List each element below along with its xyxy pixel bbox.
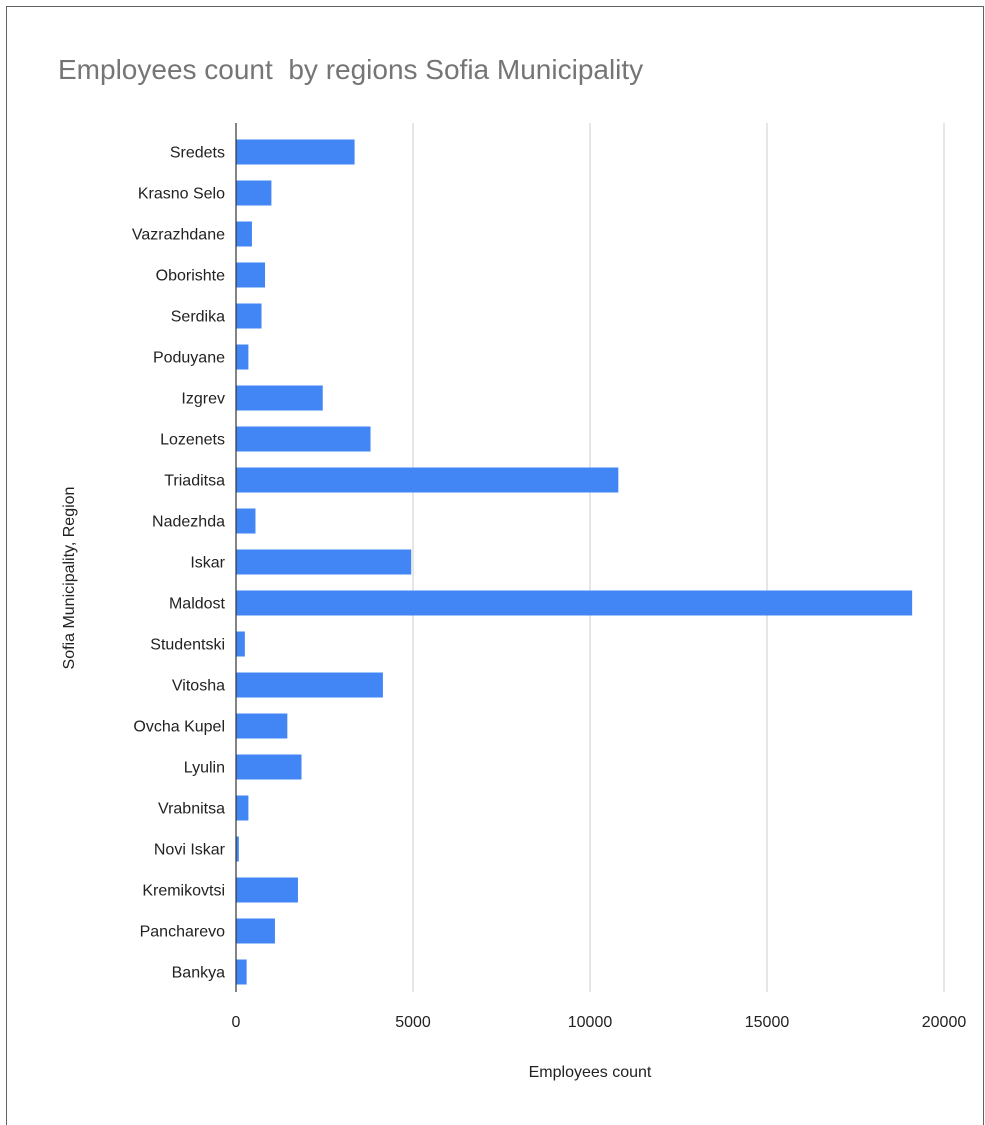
bar[interactable] xyxy=(236,672,383,698)
bar[interactable] xyxy=(236,139,355,165)
gridlines xyxy=(412,123,945,992)
x-tick-label: 20000 xyxy=(922,1014,967,1031)
bar[interactable] xyxy=(236,959,247,985)
category-label: Pancharevo xyxy=(140,924,225,941)
chart-frame xyxy=(6,6,984,1125)
category-labels: Sredets Krasno Selo Vazrazhdane Oborishte Se… xyxy=(132,145,226,982)
x-axis-title: Employees count xyxy=(529,1064,652,1081)
bar[interactable] xyxy=(236,180,272,206)
category-label: Oborishte xyxy=(156,268,225,285)
category-label: Poduyane xyxy=(153,350,225,367)
category-label: Iskar xyxy=(190,555,225,572)
bar[interactable] xyxy=(236,508,256,534)
bar[interactable] xyxy=(236,262,266,288)
bar[interactable] xyxy=(236,877,298,903)
bar[interactable] xyxy=(236,426,371,452)
category-label: Studentski xyxy=(150,637,225,654)
x-tick-label: 5000 xyxy=(395,1014,431,1031)
category-label: Serdika xyxy=(171,309,225,326)
category-label: Vrabnitsa xyxy=(158,801,225,818)
category-label: Vitosha xyxy=(172,678,225,695)
bar[interactable] xyxy=(236,344,249,370)
category-label: Sredets xyxy=(170,145,225,162)
bar[interactable] xyxy=(236,795,249,821)
category-label: Nadezhda xyxy=(152,514,225,531)
category-label: Izgrev xyxy=(181,391,225,408)
category-label: Kremikovtsi xyxy=(142,883,225,900)
bar[interactable] xyxy=(236,221,252,247)
bar[interactable] xyxy=(236,303,262,329)
bar[interactable] xyxy=(236,467,619,493)
category-label: Vazrazhdane xyxy=(132,227,225,244)
bars xyxy=(236,139,913,985)
category-label: Ovcha Kupel xyxy=(133,719,225,736)
x-tick-labels: 0 5000 10000 15000 20000 xyxy=(232,1014,967,1031)
chart-title: Employees count by regions Sofia Municip… xyxy=(58,54,644,85)
category-label: Krasno Selo xyxy=(138,186,225,203)
category-label: Lyulin xyxy=(184,760,225,777)
bar[interactable] xyxy=(236,713,288,739)
x-tick-label: 0 xyxy=(232,1014,241,1031)
category-label: Lozenets xyxy=(160,432,225,449)
bar[interactable] xyxy=(236,631,245,657)
category-label: Maldost xyxy=(169,596,226,613)
x-tick-label: 10000 xyxy=(568,1014,613,1031)
bar[interactable] xyxy=(236,754,302,780)
bar[interactable] xyxy=(236,918,275,944)
bar[interactable] xyxy=(236,590,913,616)
bar[interactable] xyxy=(236,836,239,862)
category-label: Bankya xyxy=(172,965,225,982)
bar[interactable] xyxy=(236,385,323,411)
x-tick-label: 15000 xyxy=(745,1014,790,1031)
y-axis-title: Sofia Municipality, Region xyxy=(61,487,78,670)
category-label: Novi Iskar xyxy=(154,842,226,859)
category-label: Triaditsa xyxy=(164,473,225,490)
bar[interactable] xyxy=(236,549,412,575)
